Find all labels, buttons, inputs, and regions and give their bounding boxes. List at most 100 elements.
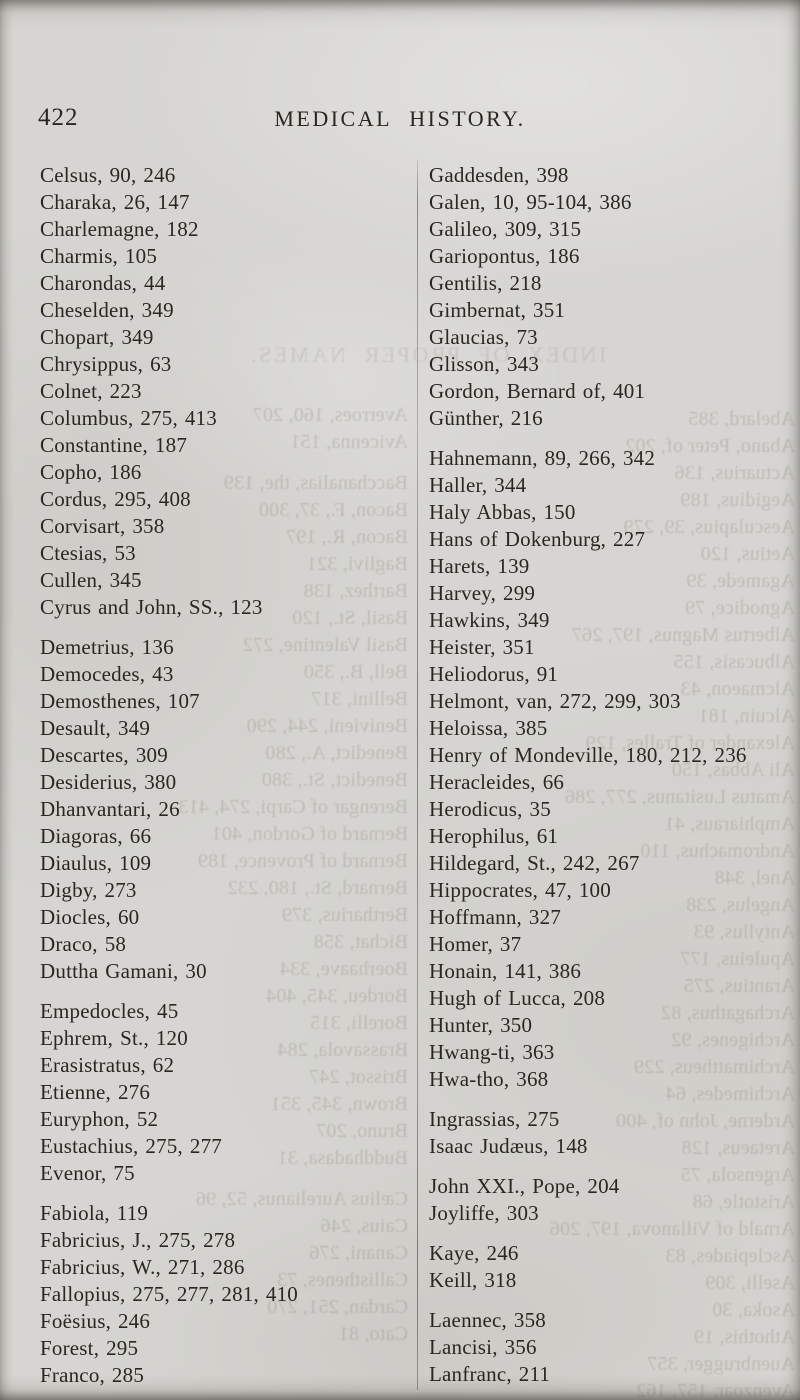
index-entry: Celsus, 90, 246: [40, 163, 176, 187]
index-entry: Gentilis, 218: [429, 271, 542, 295]
index-entry: Cyrus and John, SS., 123: [40, 595, 263, 619]
index-entry: Erasistratus, 62: [40, 1053, 175, 1077]
index-group: Celsus, 90, 246 Charaka, 26, 147 Charlemag…: [40, 162, 406, 621]
index-entry: Lanfranc, 211: [429, 1362, 551, 1386]
index-entry: Chrysippus, 63: [40, 352, 172, 376]
index-entry: Desault, 349: [40, 716, 151, 740]
index-entry: Heliodorus, 91: [429, 662, 559, 686]
index-entry: Lancisi, 356: [429, 1335, 537, 1359]
index-entry: Glaucias, 73: [429, 325, 538, 349]
index-entry: Heloissa, 385: [429, 716, 548, 740]
index-entry: Gaddesden, 398: [429, 163, 569, 187]
index-entry: Democedes, 43: [40, 662, 174, 686]
index-entry: Homer, 37: [429, 932, 522, 956]
index-entry: Cheselden, 349: [40, 298, 174, 322]
index-entry: Hwang-ti, 363: [429, 1040, 555, 1064]
index-entry: John XXI., Pope, 204: [429, 1174, 620, 1198]
index-entry: Gimbernat, 351: [429, 298, 566, 322]
index-entry: Evenor, 75: [40, 1161, 135, 1185]
index-entry: Eustachius, 275, 277: [40, 1134, 222, 1158]
index-entry: Isaac Judæus, 148: [429, 1134, 588, 1158]
index-entry: Hahnemann, 89, 266, 342: [429, 446, 656, 470]
index-entry: Hippocrates, 47, 100: [429, 878, 611, 902]
running-title: MEDICAL HISTORY.: [274, 106, 526, 131]
index-entry: Charlemagne, 182: [40, 217, 199, 241]
index-entry: Digby, 273: [40, 878, 137, 902]
index-group: John XXI., Pope, 204 Joyliffe, 303: [429, 1173, 797, 1227]
index-group: Fabiola, 119 Fabricius, J., 275, 278 Fabri…: [40, 1200, 406, 1389]
index-entry: Copho, 186: [40, 460, 142, 484]
column-divider-rule: [417, 160, 418, 1390]
index-column-left: Celsus, 90, 246 Charaka, 26, 147 Charlemag…: [40, 162, 406, 1400]
index-entry: Diagoras, 66: [40, 824, 152, 848]
page-number: 422: [38, 104, 79, 131]
index-column-right: Gaddesden, 398 Galen, 10, 95-104, 386 Gali…: [429, 162, 797, 1400]
index-entry: Duttha Gamani, 30: [40, 959, 207, 983]
index-group: Laennec, 358 Lancisi, 356 Lanfranc, 211: [429, 1307, 797, 1388]
index-entry: Helmont, van, 272, 299, 303: [429, 689, 681, 713]
index-entry: Gariopontus, 186: [429, 244, 580, 268]
index-entry: Gordon, Bernard of, 401: [429, 379, 646, 403]
index-entry: Hoffmann, 327: [429, 905, 562, 929]
index-group: Hahnemann, 89, 266, 342 Haller, 344 Haly A…: [429, 445, 797, 1093]
index-entry: Haller, 344: [429, 473, 527, 497]
index-entry: Ctesias, 53: [40, 541, 136, 565]
index-entry: Columbus, 275, 413: [40, 406, 217, 430]
index-entry: Galen, 10, 95-104, 386: [429, 190, 632, 214]
index-entry: Corvisart, 358: [40, 514, 165, 538]
index-group: Empedocles, 45 Ephrem, St., 120 Erasistrat…: [40, 998, 406, 1187]
index-entry: Hwa-tho, 368: [429, 1067, 549, 1091]
index-entry: Diocles, 60: [40, 905, 140, 929]
index-entry: Ingrassias, 275: [429, 1107, 560, 1131]
index-group: Demetrius, 136 Democedes, 43 Demosthenes, …: [40, 634, 406, 985]
index-entry: Herophilus, 61: [429, 824, 559, 848]
index-entry: Joyliffe, 303: [429, 1201, 539, 1225]
index-entry: Keill, 318: [429, 1268, 517, 1292]
index-entry: Heister, 351: [429, 635, 535, 659]
index-entry: Desiderius, 380: [40, 770, 177, 794]
index-entry: Diaulus, 109: [40, 851, 152, 875]
index-group: Kaye, 246 Keill, 318: [429, 1240, 797, 1294]
index-entry: Kaye, 246: [429, 1241, 519, 1265]
index-entry: Charmis, 105: [40, 244, 158, 268]
index-entry: Glisson, 343: [429, 352, 540, 376]
index-entry: Haly Abbas, 150: [429, 500, 576, 524]
index-entry: Galileo, 309, 315: [429, 217, 582, 241]
index-entry: Ephrem, St., 120: [40, 1026, 188, 1050]
index-entry: Fabricius, W., 271, 286: [40, 1255, 245, 1279]
index-entry: Günther, 216: [429, 406, 543, 430]
index-entry: Constantine, 187: [40, 433, 188, 457]
index-entry: Harets, 139: [429, 554, 530, 578]
index-entry: Cordus, 295, 408: [40, 487, 191, 511]
index-entry: Forest, 295: [40, 1336, 139, 1360]
index-entry: Cullen, 345: [40, 568, 142, 592]
index-entry: Honain, 141, 386: [429, 959, 582, 983]
index-entry: Charaka, 26, 147: [40, 190, 190, 214]
index-entry: Franco, 285: [40, 1363, 145, 1387]
index-entry: Herodicus, 35: [429, 797, 551, 821]
index-entry: Demosthenes, 107: [40, 689, 200, 713]
index-entry: Hunter, 350: [429, 1013, 533, 1037]
index-entry: Empedocles, 45: [40, 999, 179, 1023]
index-entry: Fabiola, 119: [40, 1201, 149, 1225]
index-entry: Colnet, 223: [40, 379, 142, 403]
index-entry: Etienne, 276: [40, 1080, 151, 1104]
index-entry: Fallopius, 275, 277, 281, 410: [40, 1282, 298, 1306]
index-entry: Fabricius, J., 275, 278: [40, 1228, 236, 1252]
index-entry: Foësius, 246: [40, 1309, 151, 1333]
index-entry: Draco, 58: [40, 932, 127, 956]
index-entry: Demetrius, 136: [40, 635, 174, 659]
index-entry: Hans of Dokenburg, 227: [429, 527, 646, 551]
index-entry: Dhanvantari, 26: [40, 797, 180, 821]
index-entry: Laennec, 358: [429, 1308, 547, 1332]
index-entry: Harvey, 299: [429, 581, 536, 605]
index-entry: Henry of Mondeville, 180, 212, 236: [429, 743, 747, 767]
index-entry: Euryphon, 52: [40, 1107, 159, 1131]
index-entry: Hawkins, 349: [429, 608, 550, 632]
index-entry: Hugh of Lucca, 208: [429, 986, 606, 1010]
index-entry: Chopart, 349: [40, 325, 154, 349]
index-entry: Descartes, 309: [40, 743, 168, 767]
index-entry: Charondas, 44: [40, 271, 166, 295]
index-entry: Hildegard, St., 242, 267: [429, 851, 640, 875]
